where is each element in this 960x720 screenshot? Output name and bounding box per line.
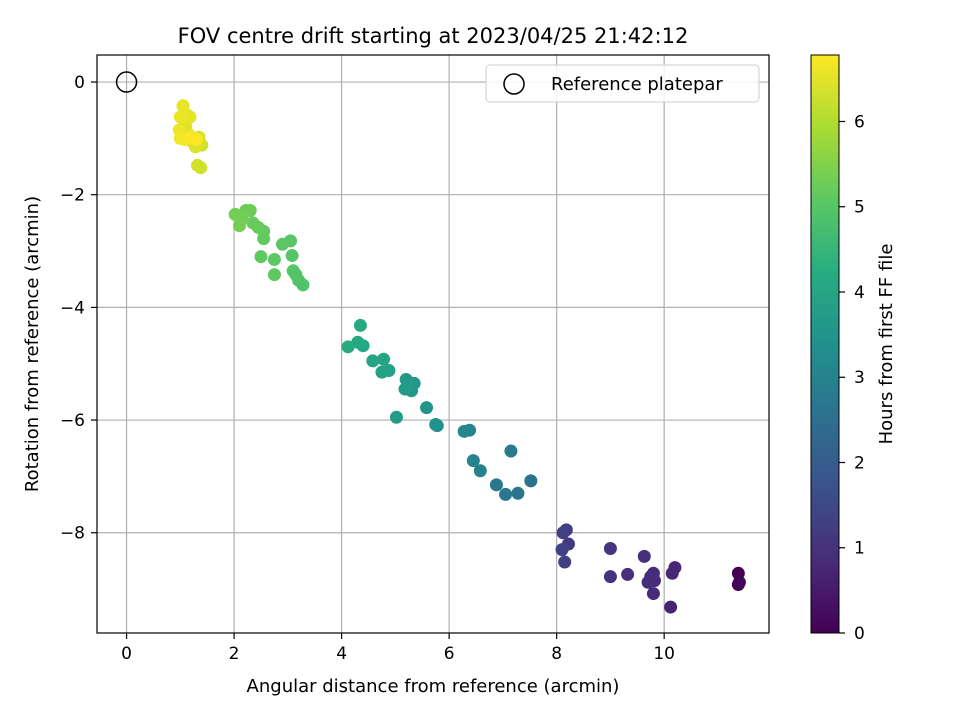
colorbar-gradient [810,54,840,634]
data-point [621,567,635,581]
data-point [366,354,380,368]
colorbar-tick-label: 3 [854,368,865,388]
plot-frame [96,54,770,634]
data-points [172,99,746,614]
data-point [511,486,525,500]
colorbar-tick-label: 6 [854,112,865,132]
data-point [499,487,513,501]
y-tick-label: −4 [60,298,85,318]
data-point [176,99,190,113]
x-tick-label: 0 [121,644,132,664]
data-point [254,250,268,264]
data-point [173,110,187,124]
data-point [524,474,538,488]
legend-box [485,64,760,103]
data-point [504,444,518,458]
y-axis-label: Rotation from reference (arcmin) [22,196,43,492]
colorbar-tick-label: 0 [854,624,865,644]
colorbar-tick-label: 4 [854,283,865,303]
x-axis-ticks: 0 2 4 6 8 10 [121,633,675,664]
data-point [267,268,281,282]
data-point [732,575,746,589]
colorbar-ticks: 0 1 2 3 4 5 6 [839,112,865,644]
x-tick-label: 8 [551,644,562,664]
x-tick-label: 6 [444,644,455,664]
data-point [473,464,487,478]
data-point [351,335,365,349]
colorbar: 0 1 2 3 4 5 6 Hours from first FF file [810,54,897,644]
y-axis-ticks: 0 −2 −4 −6 −8 [60,73,97,544]
y-tick-label: −8 [60,524,85,544]
data-point [275,237,289,251]
data-point [191,158,205,172]
colorbar-tick-label: 1 [854,539,865,559]
x-tick-label: 2 [229,644,240,664]
x-axis-label: Angular distance from reference (arcmin) [247,676,620,697]
x-tick-label: 4 [336,644,347,664]
data-point [637,549,651,563]
colorbar-tick-label: 5 [854,198,865,218]
data-point [603,541,617,555]
data-point [489,478,503,492]
data-point [558,555,572,569]
data-point [641,575,655,589]
colorbar-label: Hours from first FF file [876,244,897,445]
data-point [377,352,391,366]
legend: Reference platepar [485,64,760,103]
data-point [375,365,389,379]
data-point [665,566,679,580]
data-point [646,587,660,601]
chart-title: FOV centre drift starting at 2023/04/25 … [178,24,689,48]
data-point [603,570,617,584]
reference-marker [115,71,138,93]
y-tick-label: −6 [60,411,85,431]
data-point [457,424,471,438]
data-point [285,249,299,263]
data-point [556,526,570,540]
data-point [341,340,355,354]
data-point [189,133,203,147]
data-point [402,378,416,392]
data-point [246,216,260,230]
data-point [228,207,242,221]
y-tick-label: −2 [60,186,85,206]
x-tick-label: 10 [653,644,675,664]
colorbar-tick-label: 2 [854,453,865,473]
data-point [286,264,300,278]
data-point [353,318,367,332]
legend-label: Reference platepar [551,74,723,95]
grid [97,55,769,633]
data-point [664,600,678,614]
data-point [429,418,443,432]
legend-marker [503,73,525,95]
data-point [555,543,569,557]
data-point [466,454,480,468]
data-point [267,252,281,266]
y-tick-label: 0 [74,73,85,93]
data-point [389,410,403,424]
data-point [232,219,246,233]
data-point [420,401,434,415]
